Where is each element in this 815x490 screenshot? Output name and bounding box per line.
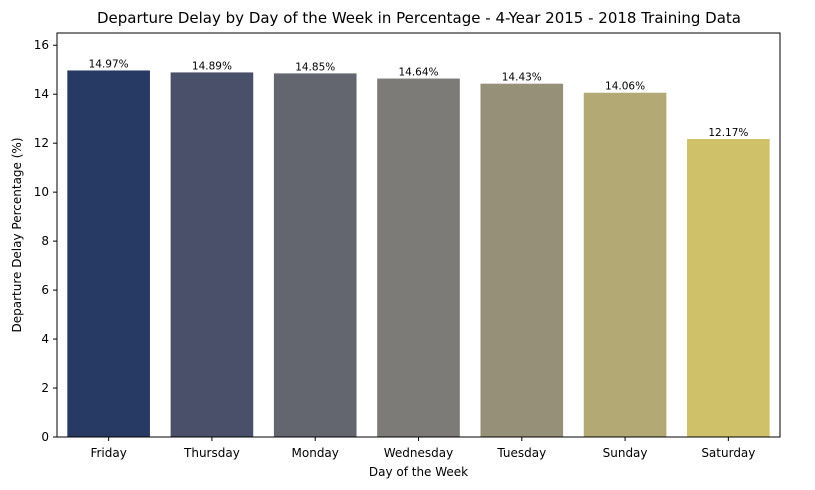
data-label-thursday: 14.89% <box>192 60 232 72</box>
x-axis: Friday Thursday Monday Wednesday Tuesday Sund… <box>90 437 755 460</box>
data-label-saturday: 12.17% <box>708 127 748 139</box>
bars-layer <box>67 70 770 438</box>
data-labels-layer: 14.97% 14.89% 14.85% 14.64% 14.43% 14.06% 12.1… <box>89 58 749 139</box>
x-tick-label-tuesday: Tuesday <box>496 446 546 460</box>
y-axis: 0 2 4 6 8 10 12 14 16 <box>34 38 57 444</box>
data-label-friday: 14.97% <box>89 58 129 70</box>
data-label-sunday: 14.06% <box>605 81 645 93</box>
data-label-monday: 14.85% <box>295 61 335 73</box>
bar-saturday <box>687 139 770 437</box>
x-tick-label-sunday: Sunday <box>603 446 648 460</box>
plot-frame <box>56 32 781 438</box>
x-tick-label-saturday: Saturday <box>701 446 755 460</box>
y-tick-label-12: 12 <box>34 136 49 150</box>
y-tick-label-10: 10 <box>34 185 49 199</box>
x-tick-label-wednesday: Wednesday <box>384 446 453 460</box>
bar-friday <box>67 70 150 437</box>
x-tick-label-monday: Monday <box>292 446 339 460</box>
x-tick-label-friday: Friday <box>90 446 126 460</box>
data-label-tuesday: 14.43% <box>502 72 542 84</box>
y-tick-label-6: 6 <box>41 283 49 297</box>
y-tick-label-8: 8 <box>41 234 49 248</box>
x-axis-label: Day of the Week <box>369 465 468 479</box>
y-tick-label-0: 0 <box>41 430 49 444</box>
bar-tuesday <box>480 83 564 437</box>
y-tick-label-2: 2 <box>41 381 49 395</box>
data-label-wednesday: 14.64% <box>398 67 438 79</box>
bar-sunday <box>583 92 667 437</box>
x-tick-label-thursday: Thursday <box>183 446 240 460</box>
y-tick-label-16: 16 <box>34 38 49 52</box>
chart-title: Departure Delay by Day of the Week in Pe… <box>97 9 741 27</box>
y-tick-label-4: 4 <box>41 332 49 346</box>
bar-wednesday <box>377 78 460 438</box>
bar-monday <box>273 73 357 438</box>
y-tick-label-14: 14 <box>34 87 49 101</box>
y-axis-label: Departure Delay Percentage (%) <box>10 137 24 332</box>
bar-thursday <box>170 72 254 438</box>
